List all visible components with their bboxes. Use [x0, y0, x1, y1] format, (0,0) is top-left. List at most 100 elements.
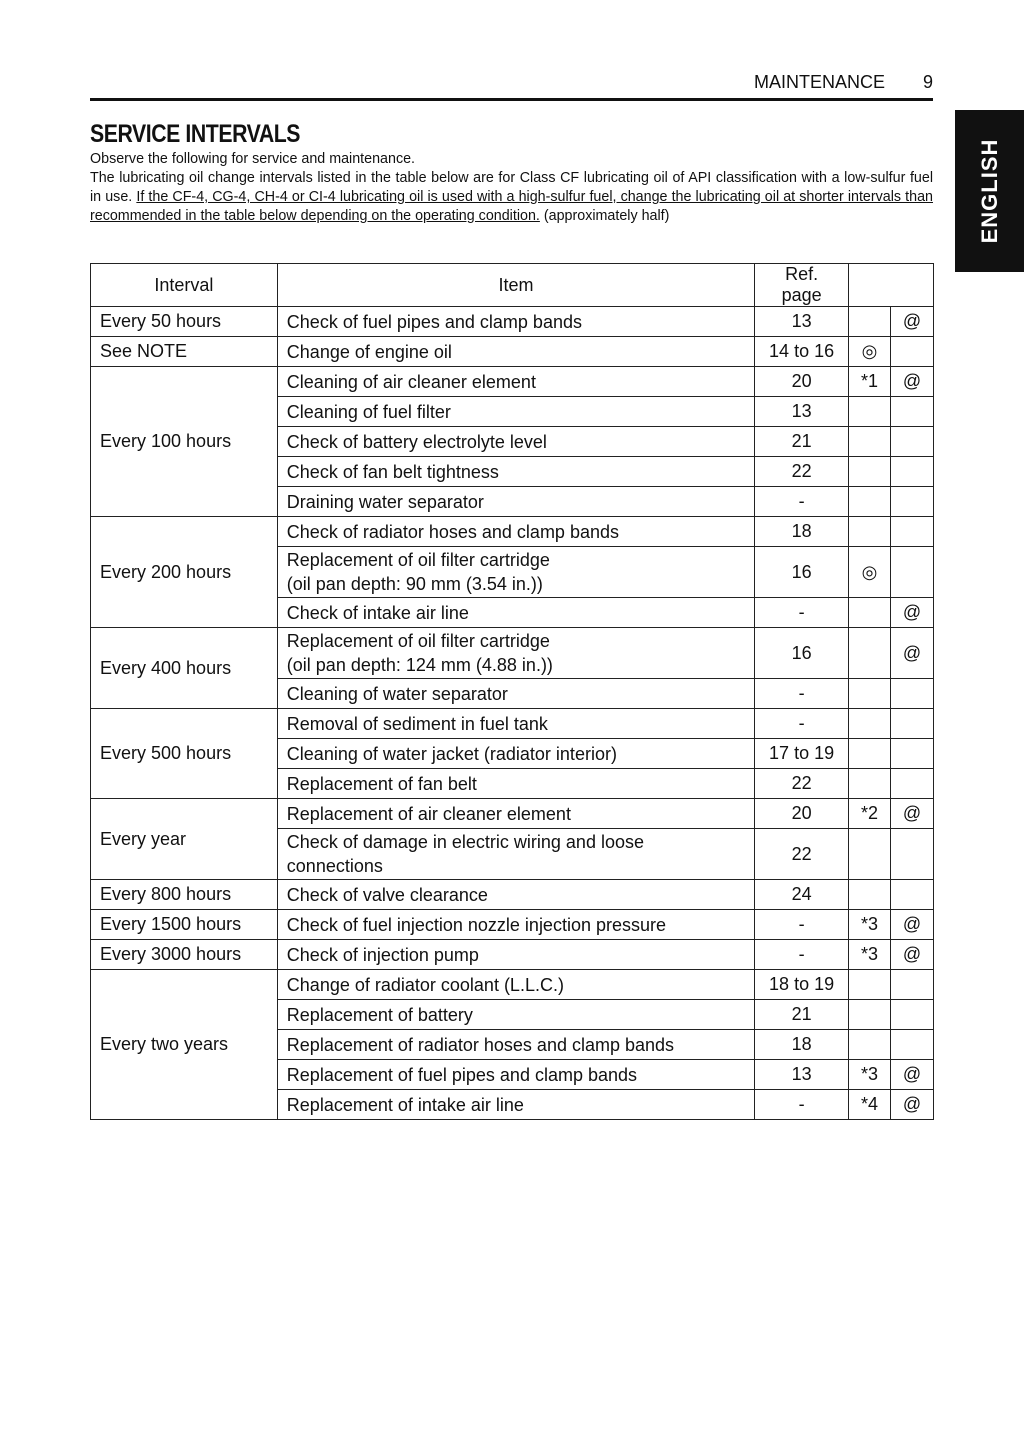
- table-row: Every 1500 hours Check of fuel injection …: [90, 909, 934, 940]
- item-cell: Replacement of fuel pipes and clamp band…: [276, 1059, 756, 1090]
- at-mark-cell: @: [890, 798, 934, 829]
- interval-cell: Every 400 hours: [90, 627, 278, 709]
- note-mark-cell: [848, 678, 891, 709]
- interval-cell: Every 1500 hours: [90, 909, 278, 940]
- ref-page-cell: 24: [754, 879, 850, 910]
- item-cell: Check of fuel injection nozzle injection…: [276, 909, 756, 940]
- ref-page-cell: 13: [754, 396, 850, 427]
- at-mark-cell: [890, 486, 934, 517]
- item-cell: Replacement of battery: [276, 999, 756, 1030]
- intro-text-end: (approximately half): [539, 208, 670, 224]
- table-row: Draining water separator -: [91, 486, 934, 517]
- intro-paragraph: The lubricating oil change intervals lis…: [90, 169, 933, 226]
- at-mark-cell: @: [890, 939, 934, 970]
- item-cell: Cleaning of air cleaner element: [276, 366, 756, 397]
- ref-page-cell: 18: [754, 516, 850, 547]
- item-cell: Replacement of oil filter cartridge (oil…: [276, 546, 756, 598]
- item-cell: Check of intake air line: [276, 597, 756, 628]
- note-mark-cell: [848, 597, 891, 628]
- table-header-row: Interval Item Ref. page: [90, 263, 934, 307]
- ref-page-cell: 18: [754, 1029, 850, 1060]
- table-row: Replacement of battery 21: [91, 999, 934, 1030]
- note-mark-cell: *3: [848, 909, 891, 940]
- at-mark-cell: @: [890, 597, 934, 628]
- ref-page-cell: 22: [754, 768, 850, 799]
- note-mark-cell: [848, 627, 891, 679]
- note-mark-cell: *2: [848, 798, 891, 829]
- note-mark-cell: [848, 828, 891, 880]
- note-mark-cell: *3: [848, 1059, 891, 1090]
- table-row: Every two years Change of radiator coolan…: [90, 969, 934, 1120]
- ref-page-cell: 13: [754, 1059, 850, 1090]
- table-row: Cleaning of fuel filter 13: [91, 396, 934, 427]
- interval-cell: Every two years: [90, 969, 278, 1120]
- interval-cell: See NOTE: [90, 336, 278, 367]
- page-title: SERVICE INTERVALS: [90, 120, 301, 148]
- note-mark-cell: *4: [848, 1089, 891, 1120]
- page-number: 9: [922, 72, 933, 92]
- table-row: Replacement of intake air line - *4 @: [91, 1089, 934, 1120]
- ref-page-cell: 21: [754, 999, 850, 1030]
- item-cell: Check of injection pump: [276, 939, 756, 970]
- table-row: Check of battery electrolyte level 21: [91, 426, 934, 457]
- header-marks: [848, 263, 934, 307]
- interval-cell: Every 500 hours: [90, 708, 278, 799]
- header-item: Item: [276, 263, 756, 307]
- at-mark-cell: [890, 828, 934, 880]
- at-mark-cell: @: [890, 909, 934, 940]
- item-cell: Check of fan belt tightness: [276, 456, 756, 487]
- interval-cell: Every year: [90, 798, 278, 880]
- table-row: See NOTE Change of engine oil 14 to 16 ◎: [90, 336, 934, 367]
- note-mark-cell: [848, 879, 891, 910]
- ref-page-cell: 22: [754, 828, 850, 880]
- note-mark-cell: [848, 969, 891, 1000]
- ref-page-cell: 21: [754, 426, 850, 457]
- interval-cell: Every 200 hours: [90, 516, 278, 628]
- item-cell: Replacement of intake air line: [276, 1089, 756, 1120]
- language-label: ENGLISH: [976, 138, 1002, 244]
- at-mark-cell: [890, 336, 934, 367]
- item-cell: Removal of sediment in fuel tank: [276, 708, 756, 739]
- note-mark-cell: [848, 426, 891, 457]
- item-cell: Check of battery electrolyte level: [276, 426, 756, 457]
- item-cell: Cleaning of water jacket (radiator inter…: [276, 738, 756, 769]
- item-cell: Draining water separator: [276, 486, 756, 517]
- header-interval: Interval: [90, 263, 278, 307]
- table-row: Check of fan belt tightness 22: [91, 456, 934, 487]
- at-mark-cell: [890, 546, 934, 598]
- interval-cell: Every 100 hours: [90, 366, 278, 517]
- at-mark-cell: [890, 678, 934, 709]
- intro-underlined-warning: If the CF-4, CG-4, CH-4 or CI-4 lubricat…: [90, 189, 933, 224]
- note-mark-cell: ◎: [848, 546, 891, 598]
- at-mark-cell: [890, 516, 934, 547]
- item-cell: Cleaning of fuel filter: [276, 396, 756, 427]
- item-cell: Replacement of radiator hoses and clamp …: [276, 1029, 756, 1060]
- at-mark-cell: @: [890, 306, 934, 337]
- interval-cell: Every 3000 hours: [90, 939, 278, 970]
- at-mark-cell: @: [890, 1089, 934, 1120]
- table-row: Every 800 hours Check of valve clearance 2…: [90, 879, 934, 910]
- table-row: Every year Replacement of air cleaner ele…: [90, 798, 934, 880]
- section-title: MAINTENANCE: [753, 72, 885, 92]
- at-mark-cell: [890, 768, 934, 799]
- note-mark-cell: [848, 456, 891, 487]
- ref-page-cell: -: [754, 678, 850, 709]
- item-cell: Change of radiator coolant (L.L.C.): [276, 969, 756, 1000]
- ref-page-cell: -: [754, 909, 850, 940]
- note-mark-cell: *1: [848, 366, 891, 397]
- header-ref-page: Ref. page: [754, 263, 850, 307]
- ref-page-cell: 20: [754, 798, 850, 829]
- at-mark-cell: @: [890, 366, 934, 397]
- ref-page-cell: 18 to 19: [754, 969, 850, 1000]
- note-mark-cell: [848, 516, 891, 547]
- table-row: Every 3000 hours Check of injection pump -…: [90, 939, 934, 970]
- page-header: MAINTENANCE 9: [90, 70, 933, 101]
- table-row: Replacement of radiator hoses and clamp …: [91, 1029, 934, 1060]
- table-row: Replacement of oil filter cartridge (oil…: [91, 546, 934, 598]
- note-mark-cell: [848, 306, 891, 337]
- note-mark-cell: [848, 396, 891, 427]
- item-cell: Check of fuel pipes and clamp bands: [276, 306, 756, 337]
- note-mark-cell: [848, 738, 891, 769]
- ref-page-cell: -: [754, 486, 850, 517]
